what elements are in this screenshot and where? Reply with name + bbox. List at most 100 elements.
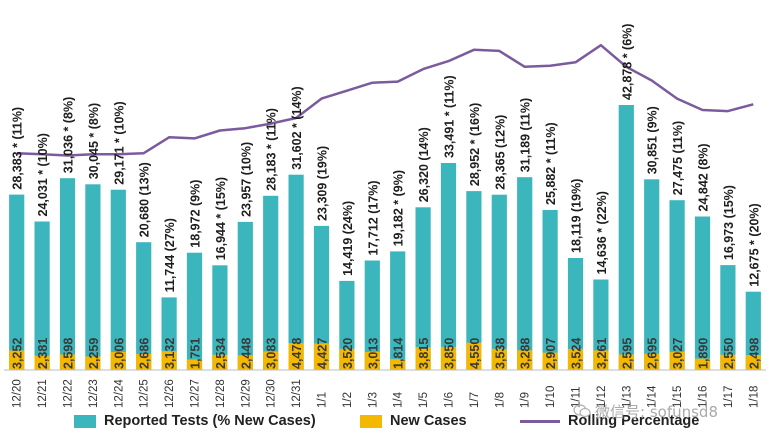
x-tick-label: 1/13: [621, 386, 633, 408]
tests-bar: [212, 265, 228, 370]
cases-value-label: 3,288: [519, 338, 533, 369]
tests-value-label: 24,031 * (10%): [36, 133, 50, 216]
x-tick-label: 1/1: [317, 392, 329, 408]
x-tick-label: 12/22: [63, 379, 75, 408]
tests-value-label: 26,320 (14%): [417, 127, 431, 202]
cases-bar: [110, 352, 126, 370]
cases-value-label: 2,550: [722, 338, 736, 369]
tests-value-label: 12,675 * (20%): [747, 203, 761, 286]
legend-swatch-rolling: [520, 419, 560, 423]
x-tick-label: 12/31: [291, 379, 303, 408]
x-tick-label: 1/6: [444, 392, 456, 408]
x-tick-label: 1/15: [672, 386, 684, 408]
cases-bars: [9, 342, 761, 370]
x-tick-label: 1/16: [698, 386, 710, 408]
legend-item-cases: New Cases: [360, 410, 467, 432]
cases-value-label: 1,751: [189, 338, 203, 369]
tests-bar: [567, 258, 584, 370]
tests-bar: [339, 280, 355, 370]
cases-value-label: 2,686: [138, 338, 152, 369]
x-tick-label: 12/21: [37, 379, 49, 408]
legend-swatch-cases: [360, 414, 382, 428]
rolling-percentage-line: [16, 43, 754, 157]
cases-bar: [542, 352, 558, 370]
x-tick-label: 1/12: [596, 386, 608, 408]
tests-value-label: 28,183 * (11%): [265, 108, 279, 191]
x-tick-label: 1/17: [723, 386, 735, 408]
cases-bar: [288, 343, 304, 370]
cases-value-label: 3,083: [265, 338, 279, 369]
cases-bar: [694, 358, 711, 370]
tests-value-label: 30,045 * (8%): [87, 103, 101, 179]
tests-bar: [364, 260, 380, 370]
cases-bar: [390, 359, 406, 370]
tests-bar: [466, 191, 482, 370]
tests-bar: [288, 174, 304, 370]
tests-value-label: 29,171 * (10%): [112, 101, 126, 184]
cases-value-label: 3,524: [570, 338, 584, 369]
chart-legend: Reported Tests (% New Cases) New Cases R…: [0, 410, 771, 434]
cases-value-label: 3,006: [112, 338, 126, 369]
x-tick-label: 12/29: [240, 379, 252, 408]
tests-value-label: 16,973 (15%): [722, 185, 736, 260]
x-tick-label: 1/4: [393, 391, 405, 408]
tests-bar: [263, 195, 279, 370]
cases-bar: [34, 355, 50, 370]
legend-item-rolling: Rolling Percentage: [520, 410, 699, 432]
tests-bar: [85, 184, 101, 370]
tests-bar: [593, 279, 609, 370]
cases-bar: [517, 350, 533, 370]
cases-value-label: 2,598: [62, 338, 76, 369]
x-tick-label: 12/27: [190, 379, 202, 408]
tests-value-label: 17,712 (17%): [366, 180, 380, 255]
tests-value-label: 31,189 (11%): [519, 98, 533, 172]
tests-bar: [136, 242, 152, 370]
tests-bar: [644, 179, 660, 370]
tests-value-label: 33,491 * (11%): [443, 75, 457, 158]
tests-value-label: 14,636 * (22%): [595, 191, 609, 274]
tests-bar: [491, 194, 507, 370]
legend-swatch-tests: [74, 414, 96, 428]
x-tick-label: 1/9: [520, 392, 532, 408]
tests-value-label: 19,182 * (9%): [392, 170, 406, 246]
watermark-text: 微信号: sofunsd8: [595, 402, 718, 421]
cases-value-label: 3,520: [341, 338, 355, 369]
tests-value-label: 31,602 * (14%): [290, 86, 304, 169]
tests-value-label: 23,309 (19%): [316, 146, 330, 221]
legend-label-tests: Reported Tests (% New Cases): [104, 413, 316, 429]
cases-bar: [212, 354, 228, 370]
x-tick-label: 12/26: [164, 379, 176, 408]
cases-value-label: 3,538: [493, 338, 507, 369]
wechat-icon: [573, 404, 591, 418]
x-tick-label: 1/11: [571, 386, 583, 408]
cases-bar: [644, 353, 660, 370]
tests-bar: [34, 221, 50, 370]
watermark: 微信号: sofunsd8: [573, 400, 718, 422]
cases-value-label: 3,027: [671, 338, 685, 369]
legend-label-cases: New Cases: [390, 413, 467, 429]
tests-value-label: 23,957 (10%): [239, 142, 253, 217]
x-tick-label: 1/18: [748, 386, 760, 408]
tests-bar: [313, 225, 330, 370]
tests-bar: [618, 105, 634, 370]
cases-value-label: 4,427: [316, 338, 330, 369]
cases-value-label: 3,261: [595, 338, 609, 369]
tests-bar: [694, 216, 711, 370]
tests-value-label: 20,680 (13%): [138, 162, 152, 237]
tests-bar: [110, 189, 126, 370]
cases-value-label: 1,814: [392, 338, 406, 369]
x-tick-label: 1/8: [494, 392, 506, 408]
cases-bar: [491, 348, 507, 370]
cases-bar: [313, 343, 330, 370]
data-labels: 3,252 28,383 * (11%) 2,381 24,031 * (10%) 2,…: [11, 24, 762, 369]
cases-bar: [440, 346, 457, 370]
tests-value-label: 16,944 * (15%): [214, 177, 228, 260]
cases-bar: [745, 355, 761, 370]
cases-value-label: 2,595: [620, 338, 634, 369]
x-tick-label: 12/28: [215, 379, 227, 408]
cases-bar: [466, 342, 482, 370]
cases-value-label: 3,850: [443, 338, 457, 369]
tests-value-label: 42,878 * (6%): [620, 24, 634, 100]
cases-bar: [9, 350, 25, 370]
